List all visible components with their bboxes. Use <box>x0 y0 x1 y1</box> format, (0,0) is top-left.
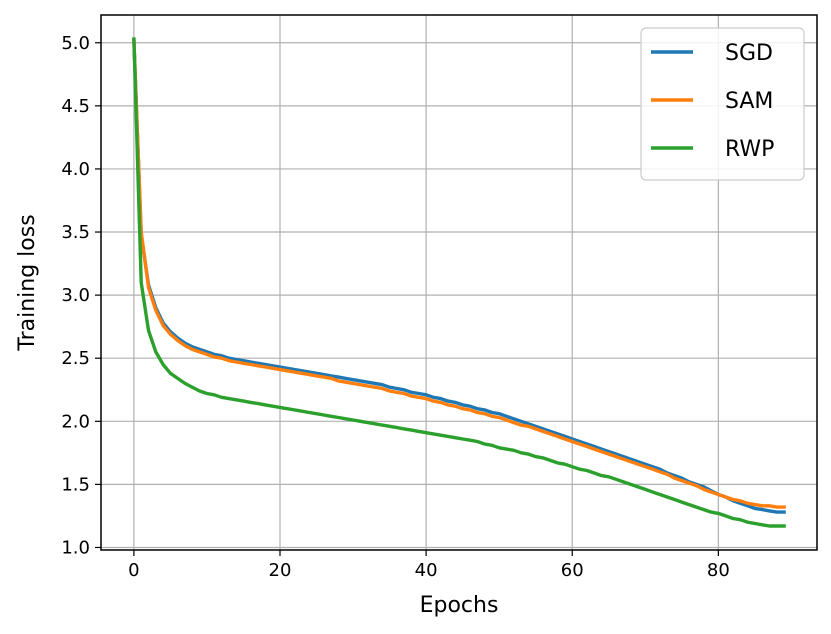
y-tick-label: 3.5 <box>61 222 90 243</box>
y-tick-label: 1.5 <box>61 474 90 495</box>
legend-label-rwp: RWP <box>725 137 774 162</box>
y-tick-label: 4.0 <box>61 159 90 180</box>
x-tick-label: 20 <box>269 560 292 581</box>
y-tick-label: 2.5 <box>61 348 90 369</box>
plot-frame <box>100 14 818 551</box>
series-line-sam <box>132 38 786 509</box>
y-tick-label: 3.0 <box>61 285 90 306</box>
legend-label-sam: SAM <box>725 89 773 114</box>
y-axis: 1.0 1.5 2.0 2.5 3.0 3.5 4.0 4.5 5.0 <box>61 33 101 558</box>
y-tick-label: 1.0 <box>61 537 90 558</box>
y-tick-label: 5.0 <box>61 33 90 54</box>
x-tick-label: 60 <box>561 560 584 581</box>
x-tick-label: 0 <box>128 560 139 581</box>
legend-box <box>640 27 805 181</box>
x-tick-label: 80 <box>707 560 730 581</box>
series-line-rwp <box>132 37 786 528</box>
series-line-sgd <box>132 38 786 514</box>
x-tick-label: 40 <box>415 560 438 581</box>
y-tick-label: 4.5 <box>61 96 90 117</box>
x-axis-label: Epochs <box>420 593 499 618</box>
legend: SGD SAM RWP <box>640 27 805 181</box>
x-axis: 0 20 40 60 80 <box>128 550 730 581</box>
y-axis-label: Training loss <box>15 214 40 351</box>
series-lines <box>132 37 786 528</box>
y-tick-label: 2.0 <box>61 411 90 432</box>
legend-label-sgd: SGD <box>725 41 773 66</box>
